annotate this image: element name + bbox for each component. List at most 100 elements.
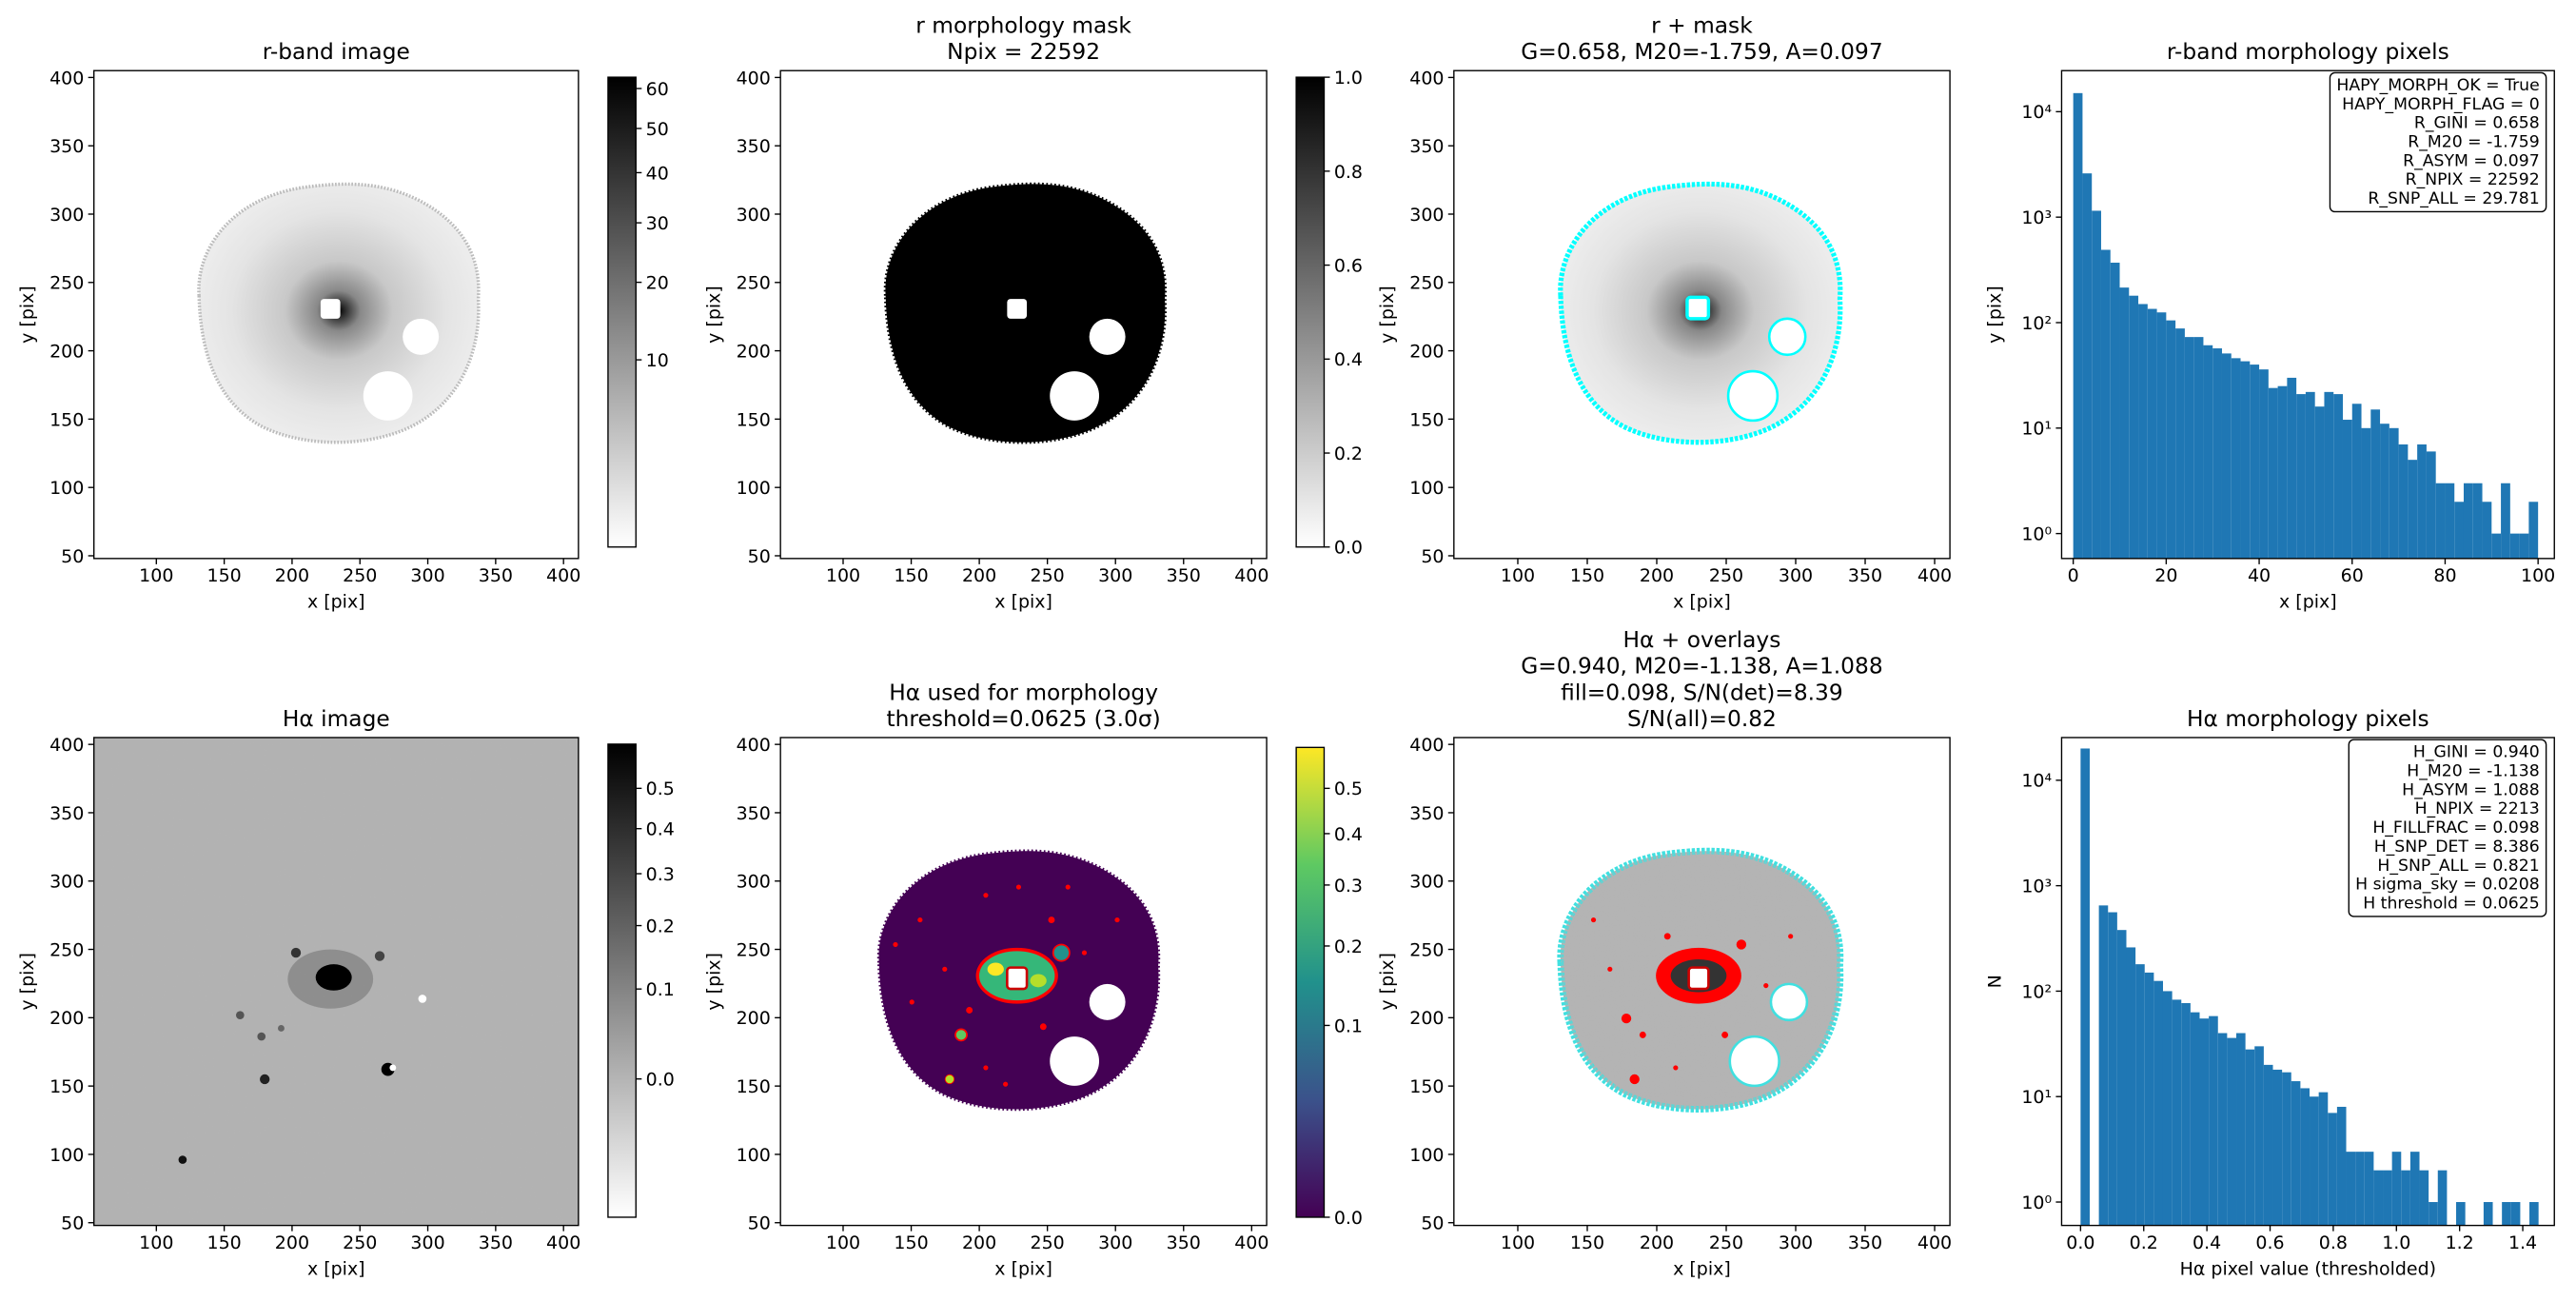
x-tick-label: 300: [1098, 565, 1132, 586]
y-tick-label: 50: [61, 1213, 84, 1234]
annotation-line: H sigma_sky = 0.0208: [2355, 876, 2540, 895]
chart-title: r morphology mask: [915, 13, 1131, 39]
bar: [2324, 391, 2334, 559]
bar: [2119, 287, 2130, 559]
colorbar-tick-label: 0.3: [646, 864, 675, 885]
bar: [2445, 483, 2455, 559]
bar: [2364, 1152, 2374, 1226]
y-tick-label: 250: [49, 273, 84, 294]
bar: [2129, 295, 2139, 559]
colorbar-tick-label: 0.0: [646, 1070, 675, 1091]
bar: [2291, 1081, 2301, 1226]
bar: [2373, 1170, 2384, 1226]
x-tick-label: 100: [826, 565, 860, 586]
colorbar-tick-label: 0.0: [1334, 1208, 1363, 1229]
bar: [2172, 999, 2182, 1226]
bar: [2417, 444, 2427, 559]
x-tick-label: 250: [1031, 1232, 1065, 1253]
bar: [2437, 1170, 2448, 1226]
colorbar-tick-label: 0.2: [646, 916, 675, 936]
bar: [2336, 1106, 2347, 1226]
bar: [2156, 312, 2167, 559]
bar: [2361, 427, 2371, 559]
x-tick-label: 400: [546, 565, 580, 586]
y-tick-label: 300: [737, 205, 771, 226]
y-tick-label: 10¹: [2021, 1087, 2052, 1108]
x-tick-label: 400: [1234, 1232, 1268, 1253]
colorbar: [1295, 76, 1326, 548]
y-tick-label: 350: [1409, 136, 1444, 157]
colorbar-tick-label: 0.5: [646, 779, 675, 799]
y-tick-label: 350: [1409, 803, 1444, 824]
bar: [2501, 483, 2510, 559]
x-tick-label: 0.6: [2255, 1232, 2284, 1253]
y-tick-label: 400: [737, 68, 771, 89]
y-tick-label: 400: [1409, 68, 1444, 89]
y-axis-label: y [pix]: [1985, 286, 2006, 344]
x-axis-label: Hα pixel value (thresholded): [2180, 1258, 2436, 1279]
colorbar-tick-label: 0.4: [646, 819, 675, 840]
y-tick-label: 250: [737, 939, 771, 960]
colorbar-tick-label: 0.4: [1334, 349, 1363, 370]
x-axis-label: x [pix]: [307, 592, 365, 613]
bar: [2528, 502, 2539, 559]
bar: [2135, 964, 2145, 1226]
x-tick-label: 350: [1848, 565, 1882, 586]
bar: [2100, 249, 2111, 559]
y-tick-label: 250: [1409, 939, 1444, 960]
bar: [2389, 427, 2399, 559]
axes-frame: [1453, 69, 1951, 560]
halpha-image: [93, 737, 579, 1226]
y-tick-label: 50: [61, 546, 84, 567]
x-tick-label: 250: [343, 1232, 377, 1253]
y-tick-label: 200: [49, 341, 84, 362]
bar: [2116, 930, 2127, 1226]
y-tick-label: 10⁰: [2021, 1193, 2052, 1213]
bar: [2092, 210, 2101, 559]
colorbar-tick-label: 0.1: [1334, 1015, 1363, 1036]
bar: [2519, 533, 2529, 559]
bar: [2263, 1064, 2273, 1226]
bar: [2454, 502, 2464, 559]
y-tick-label: 400: [49, 68, 84, 89]
bar: [2166, 320, 2176, 559]
bar: [2144, 972, 2154, 1226]
bar: [2240, 361, 2251, 559]
annotation-line: H_M20 = -1.138: [2407, 762, 2539, 781]
y-tick-label: 300: [737, 872, 771, 893]
bar: [2346, 1152, 2356, 1226]
bar: [2190, 1012, 2200, 1226]
x-tick-label: 1.4: [2508, 1232, 2537, 1253]
annotation-line: R_NPIX = 22592: [2406, 170, 2540, 189]
y-tick-label: 200: [737, 1008, 771, 1029]
bar: [2370, 409, 2381, 559]
y-tick-label: 350: [737, 803, 771, 824]
bar: [2231, 358, 2241, 559]
bar: [2383, 1170, 2392, 1226]
y-tick-label: 10¹: [2021, 419, 2052, 440]
annotation-line: HAPY_MORPH_OK = True: [2336, 76, 2539, 95]
bar: [2502, 1202, 2511, 1226]
annotation-line: R_ASYM = 0.097: [2403, 151, 2540, 170]
bar: [2482, 502, 2492, 559]
annotation-line: H_SNP_ALL = 0.821: [2377, 857, 2539, 876]
y-tick-label: 10³: [2021, 877, 2052, 897]
bar: [2217, 1033, 2228, 1226]
chart-title: G=0.658, M20=-1.759, A=0.097: [1521, 39, 1882, 65]
y-tick-label: 10²: [2021, 981, 2052, 1002]
bar: [2277, 385, 2288, 559]
bar: [2153, 980, 2163, 1226]
y-tick-label: 250: [49, 939, 84, 960]
bar: [2073, 92, 2083, 559]
y-tick-label: 150: [49, 1076, 84, 1097]
chart-title: threshold=0.0625 (3.0σ): [887, 706, 1161, 732]
colorbar-tick-label: 0.1: [646, 979, 675, 1000]
bar: [2254, 1046, 2264, 1226]
bar: [2175, 328, 2185, 559]
y-tick-label: 10³: [2021, 207, 2052, 228]
bar: [2435, 483, 2446, 559]
bar: [2184, 337, 2194, 559]
y-tick-label: 150: [737, 1076, 771, 1097]
axes-frame: [93, 69, 580, 560]
